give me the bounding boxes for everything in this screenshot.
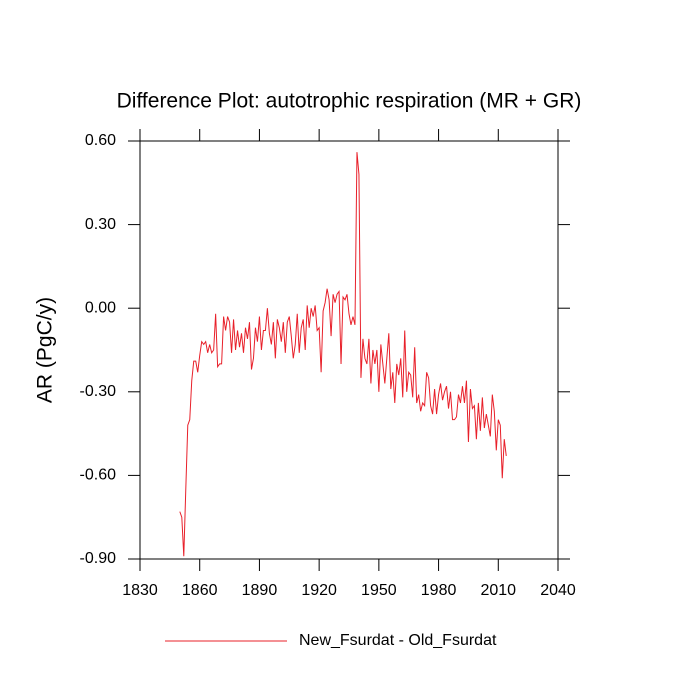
x-tick-label: 1890 — [242, 582, 278, 599]
y-tick-label: 0.60 — [85, 132, 116, 149]
x-tick-label: 1950 — [361, 582, 397, 599]
y-tick-label: -0.90 — [80, 550, 117, 567]
y-tick-label: -0.60 — [80, 467, 117, 484]
y-tick-label: 0.30 — [85, 216, 116, 233]
y-axis-label: AR (PgC/y) — [34, 297, 57, 403]
x-tick-label: 2010 — [480, 582, 516, 599]
y-tick-label: 0.00 — [85, 299, 116, 316]
x-tick-label: 1860 — [182, 582, 218, 599]
x-tick-label: 1980 — [421, 582, 457, 599]
chart-title: Difference Plot: autotrophic respiration… — [117, 90, 582, 113]
x-tick-label: 2040 — [540, 582, 576, 599]
legend-label: New_Fsurdat - Old_Fsurdat — [299, 632, 497, 649]
x-tick-label: 1920 — [301, 582, 337, 599]
plot-frame — [139, 140, 559, 560]
y-tick-label: -0.30 — [80, 383, 117, 400]
x-tick-label: 1830 — [122, 582, 158, 599]
data-line — [179, 152, 507, 557]
